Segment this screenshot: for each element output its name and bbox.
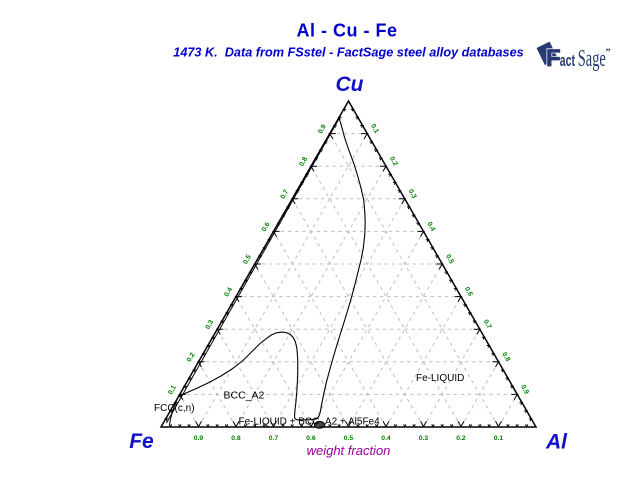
svg-text:BCC_A2: BCC_A2 xyxy=(224,390,265,402)
svg-text:0.3: 0.3 xyxy=(407,188,418,200)
svg-text:0.9: 0.9 xyxy=(519,384,530,396)
svg-text:0.2: 0.2 xyxy=(186,352,197,364)
svg-text:0.7: 0.7 xyxy=(280,189,291,201)
svg-text:0.2: 0.2 xyxy=(388,156,399,168)
svg-text:0.1: 0.1 xyxy=(494,435,504,442)
svg-text:0.8: 0.8 xyxy=(298,156,309,168)
svg-text:act: act xyxy=(560,50,575,69)
svg-text:0.6: 0.6 xyxy=(261,221,272,233)
svg-text:Cu: Cu xyxy=(336,73,364,96)
svg-text:0.4: 0.4 xyxy=(223,286,234,298)
svg-text:weight fraction: weight fraction xyxy=(307,443,391,458)
svg-text:Al: Al xyxy=(545,431,568,454)
svg-text:0.1: 0.1 xyxy=(369,123,380,135)
svg-text:”: ” xyxy=(606,48,611,59)
svg-text:Fe-LIQUID: Fe-LIQUID xyxy=(416,373,464,384)
svg-text:0.7: 0.7 xyxy=(269,435,279,442)
svg-text:0.4: 0.4 xyxy=(381,435,391,442)
svg-text:1473 K. Data from FSstel - Fa: 1473 K. Data from FSstel - FactSage stee… xyxy=(173,46,523,60)
svg-text:0.3: 0.3 xyxy=(205,319,216,331)
svg-text:0.1: 0.1 xyxy=(167,384,178,396)
svg-text:0.6: 0.6 xyxy=(463,286,474,298)
svg-text:Fe-LIQUID + BCC_A2 + Al5Fe4: Fe-LIQUID + BCC_A2 + Al5Fe4 xyxy=(239,417,381,428)
svg-text:F: F xyxy=(546,45,561,72)
svg-text:F: F xyxy=(546,45,561,72)
svg-text:0.9: 0.9 xyxy=(194,435,204,442)
svg-text:0.6: 0.6 xyxy=(306,435,316,442)
svg-text:0.2: 0.2 xyxy=(456,435,466,442)
svg-text:0.5: 0.5 xyxy=(344,435,354,442)
svg-text:0.9: 0.9 xyxy=(317,123,328,135)
svg-text:0.5: 0.5 xyxy=(444,253,455,265)
svg-text:Fe: Fe xyxy=(129,430,154,453)
svg-text:Al - Cu - Fe: Al - Cu - Fe xyxy=(297,21,398,41)
svg-text:0.7: 0.7 xyxy=(482,319,493,331)
svg-text:Sage: Sage xyxy=(578,45,606,72)
svg-text:0.4: 0.4 xyxy=(425,221,436,233)
svg-text:0.8: 0.8 xyxy=(231,435,241,442)
svg-text:0.5: 0.5 xyxy=(242,254,253,266)
svg-text:0.8: 0.8 xyxy=(500,351,511,363)
svg-text:0.3: 0.3 xyxy=(419,435,429,442)
svg-text:FCC(c,n): FCC(c,n) xyxy=(154,403,195,414)
